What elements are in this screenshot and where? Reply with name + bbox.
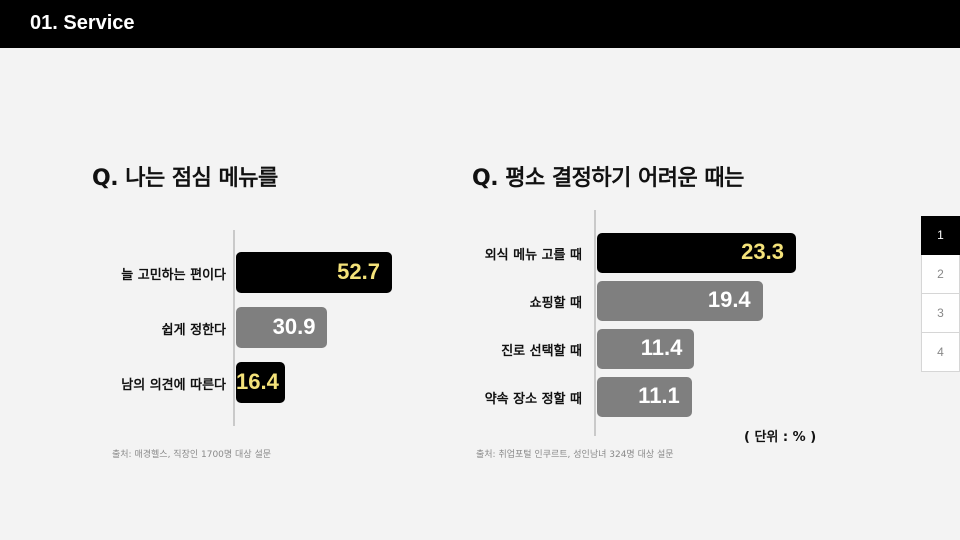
chart2-unit: ( 단위 : % ) bbox=[744, 430, 817, 445]
chart2-value-label: 11.4 bbox=[640, 335, 683, 360]
page-3-button[interactable]: 3 bbox=[921, 294, 960, 333]
chart1-bar bbox=[236, 252, 392, 293]
page-1-button[interactable]: 1 bbox=[921, 216, 960, 255]
chart2-category-label: 외식 메뉴 고를 때 bbox=[484, 248, 582, 263]
chart1-category-label: 늘 고민하는 편이다 bbox=[121, 267, 226, 283]
chart2-category-label: 약속 장소 정할 때 bbox=[484, 392, 582, 407]
page-2-button[interactable]: 2 bbox=[921, 255, 960, 294]
chart1-value-label: 16.4 bbox=[236, 368, 279, 394]
chart1-title: Q. 나는 점심 메뉴를 bbox=[92, 166, 278, 191]
chart2-value-label: 19.4 bbox=[707, 287, 751, 312]
chart2-title: Q. 평소 결정하기 어려운 때는 bbox=[472, 166, 744, 191]
section-title: 01. Service bbox=[30, 12, 135, 34]
header-bar: 01. Service bbox=[0, 0, 960, 48]
chart2-source: 출처: 취업포털 인쿠르트, 성인남녀 324명 대상 설문 bbox=[476, 450, 674, 460]
chart1-value-label: 30.9 bbox=[272, 313, 316, 339]
chart2-bar bbox=[597, 329, 695, 369]
chart2-value-label: 23.3 bbox=[741, 239, 784, 264]
chart2-axis-line bbox=[594, 210, 596, 436]
chart1-category-label: 쉽게 정한다 bbox=[161, 322, 226, 338]
chart1-axis-line bbox=[233, 230, 235, 426]
chart2-bar bbox=[597, 377, 692, 417]
chart2-category-label: 진로 선택할 때 bbox=[501, 344, 582, 359]
chart2-value-label: 11.1 bbox=[638, 383, 680, 408]
chart1-bar bbox=[236, 307, 328, 348]
chart1-bar bbox=[236, 362, 285, 403]
chart2-category-label: 쇼핑할 때 bbox=[529, 296, 582, 311]
chart2-bar bbox=[597, 281, 763, 321]
chart1-source: 출처: 매경헬스, 직장인 1700명 대상 설문 bbox=[112, 450, 272, 460]
chart1-category-label: 남의 의견에 따른다 bbox=[121, 377, 226, 393]
chart1-value-label: 52.7 bbox=[337, 258, 380, 284]
page-4-button[interactable]: 4 bbox=[921, 333, 960, 372]
chart2-bar bbox=[597, 233, 796, 273]
